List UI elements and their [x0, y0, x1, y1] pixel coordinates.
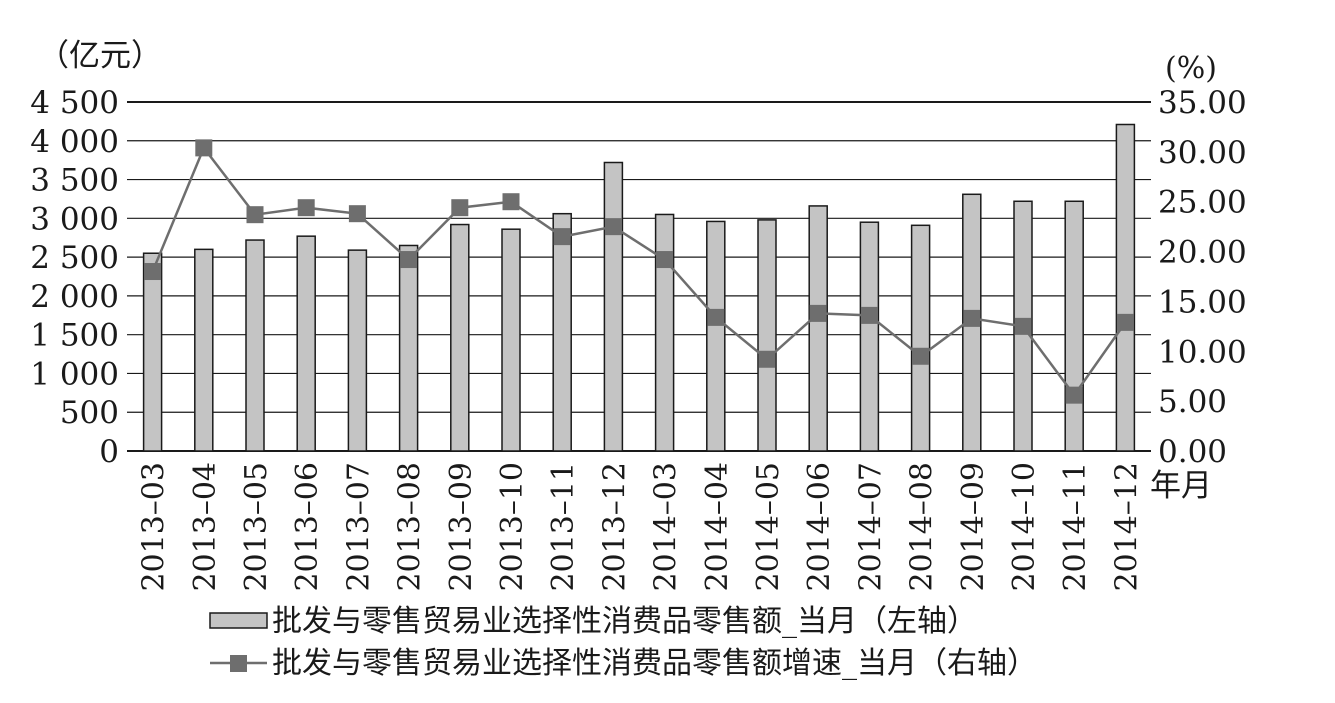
line-point — [1065, 386, 1083, 404]
right-tick-label: 25.00 — [1158, 185, 1247, 221]
line-point — [400, 251, 418, 269]
x-tick-label: 2013–06 — [290, 462, 325, 592]
left-tick-label: 2 500 — [30, 240, 119, 276]
bar — [501, 228, 521, 452]
line-point — [348, 205, 366, 223]
legend: 批发与零售贸易业选择性消费品零售额_当月（左轴） 批发与零售贸易业选择性消费品零… — [209, 604, 1037, 681]
line-point — [1116, 313, 1134, 331]
left-tick-label: 3 500 — [30, 163, 119, 199]
x-tick-label: 2014–07 — [853, 462, 888, 592]
legend-bar-swatch — [209, 612, 268, 629]
line-point — [912, 347, 930, 365]
x-tick-label: 2014–08 — [905, 462, 940, 592]
bar — [450, 223, 470, 452]
left-tick-label: 3 000 — [30, 201, 119, 237]
line-series — [144, 139, 1134, 404]
line-point — [963, 309, 981, 327]
bar — [706, 220, 726, 452]
left-tick-label: 4 000 — [30, 124, 119, 160]
line-point — [860, 306, 878, 324]
left-tick-label: 1 000 — [30, 356, 119, 392]
right-tick-label: 10.00 — [1158, 334, 1247, 370]
right-tick-label: 20.00 — [1158, 235, 1247, 271]
x-tick-label: 2014–06 — [802, 462, 837, 592]
right-axis-unit: (%) — [1165, 51, 1217, 86]
legend-bar-label: 批发与零售贸易业选择性消费品零售额_当月（左轴） — [272, 604, 977, 639]
x-tick-label: 2013–05 — [239, 462, 274, 592]
bar — [296, 235, 316, 452]
right-tick-label: 0.00 — [1158, 434, 1227, 470]
legend-line-marker — [230, 655, 247, 672]
bar — [142, 252, 163, 452]
x-tick-label: 2014–05 — [751, 462, 786, 592]
bar — [757, 219, 777, 452]
x-tick-label: 2013–10 — [495, 462, 530, 592]
line-point — [246, 206, 264, 224]
x-tick-label: 2013–09 — [444, 462, 479, 592]
line-point — [707, 308, 725, 326]
x-tick-label: 2014–11 — [1058, 462, 1093, 592]
right-tick-label: 5.00 — [1158, 384, 1227, 420]
x-tick-label: 2014–12 — [1109, 462, 1144, 592]
x-tick-label: 2013–04 — [188, 462, 223, 592]
gridlines — [127, 101, 1151, 452]
bar — [1115, 123, 1136, 452]
bar-series — [142, 123, 1136, 452]
x-tick-label: 2013–03 — [137, 462, 172, 592]
line-point — [809, 304, 827, 322]
line-point — [553, 228, 571, 246]
right-tick-label: 15.00 — [1158, 284, 1247, 320]
x-tick-label: 2014–10 — [1007, 462, 1042, 592]
bar — [552, 212, 572, 452]
x-tick-label: 2014–03 — [649, 462, 684, 592]
right-tick-label: 30.00 — [1158, 135, 1247, 171]
line-point — [451, 199, 469, 217]
line-point — [297, 199, 315, 217]
x-tick-label: 2013–07 — [341, 462, 376, 592]
left-tick-label: 500 — [60, 395, 119, 431]
bar — [245, 239, 265, 452]
growth-line — [151, 145, 1127, 398]
legend-line-label: 批发与零售贸易业选择性消费品零售额增速_当月（右轴） — [272, 646, 1037, 681]
line-point — [502, 193, 520, 211]
left-tick-label: 2 000 — [30, 279, 119, 315]
line-point — [195, 139, 213, 157]
left-tick-label: 0 — [99, 434, 119, 470]
line-point — [758, 350, 776, 368]
bar — [398, 244, 419, 452]
left-tick-label: 1 500 — [30, 318, 119, 354]
bar — [603, 161, 624, 452]
bar — [1064, 200, 1084, 452]
line-point — [144, 263, 162, 281]
bar — [910, 224, 931, 452]
bar — [194, 248, 214, 452]
x-tick-label: 2013–12 — [597, 462, 632, 592]
left-axis-unit: （亿元） — [38, 38, 162, 74]
line-point — [656, 251, 674, 269]
line-point — [1014, 317, 1032, 335]
x-tick-label: 2013–08 — [393, 462, 428, 592]
bar — [808, 205, 828, 452]
right-tick-label: 35.00 — [1158, 85, 1247, 121]
left-tick-label: 4 500 — [30, 85, 119, 121]
x-tick-label: 2014–09 — [956, 462, 991, 592]
bar — [859, 221, 880, 452]
x-tick-label: 2013–11 — [546, 462, 581, 592]
x-axis-unit: 年月 — [1150, 468, 1212, 504]
bar — [347, 249, 368, 452]
x-tick-label: 2014–04 — [700, 462, 735, 592]
line-point — [604, 218, 622, 236]
bar — [654, 213, 675, 452]
